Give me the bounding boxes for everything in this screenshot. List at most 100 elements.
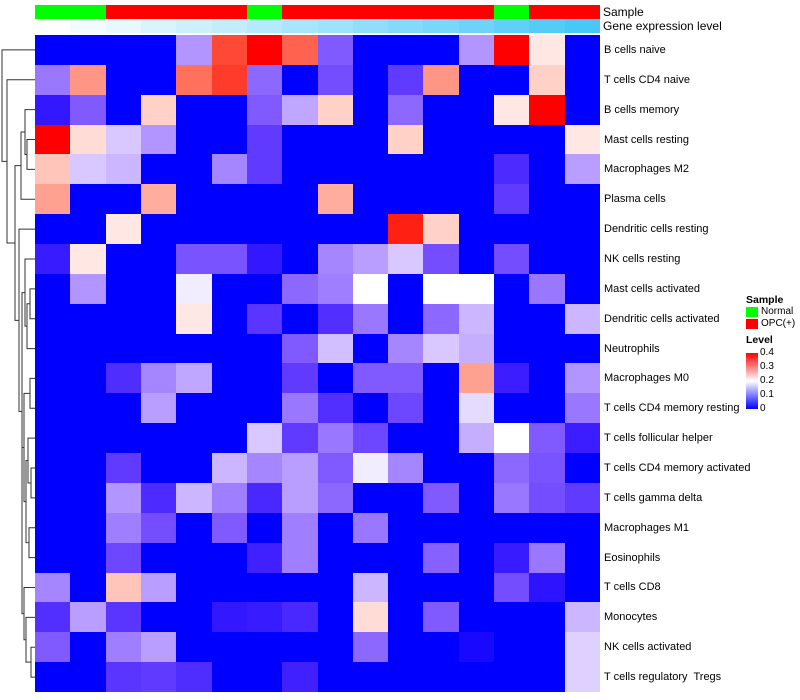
heatmap-cell (70, 154, 106, 185)
heatmap-cell (388, 542, 424, 573)
heatmap-cell (282, 662, 318, 692)
row-label: Eosinophils (604, 551, 661, 564)
heatmap-cell (423, 423, 459, 454)
gene-expression-annotation-cell (176, 19, 212, 33)
heatmap-cell (70, 273, 106, 304)
heatmap-cell (564, 303, 600, 334)
row-dendrogram (1, 49, 36, 678)
heatmap-cell (105, 482, 141, 513)
heatmap-cell (529, 662, 565, 692)
gene-expression-annotation-cell (423, 19, 459, 33)
heatmap-cell (176, 602, 212, 633)
heatmap-cell (282, 35, 318, 65)
heatmap-cell (564, 273, 600, 304)
heatmap-cell (35, 184, 71, 215)
heatmap-cell (388, 124, 424, 155)
heatmap-cell (105, 393, 141, 424)
heatmap-cell (105, 602, 141, 633)
heatmap-cell (70, 512, 106, 543)
heatmap-cell (529, 453, 565, 483)
heatmap-cell (564, 542, 600, 573)
heatmap-cell (564, 572, 600, 603)
heatmap-cell (70, 303, 106, 334)
heatmap-cell (105, 244, 141, 274)
heatmap-cell (388, 333, 424, 364)
heatmap-cell (423, 124, 459, 155)
heatmap-cell (494, 542, 530, 573)
heatmap-cell (140, 273, 177, 304)
heatmap-grid (35, 35, 600, 692)
heatmap-cell (352, 124, 389, 155)
heatmap-cell (352, 572, 389, 603)
sample-annotation-cell (211, 5, 247, 19)
heatmap-cell (211, 303, 247, 334)
row-label: Macrophages M2 (604, 163, 689, 176)
row-label: NK cells activated (604, 641, 692, 654)
heatmap-cell (246, 602, 283, 633)
heatmap-cell (494, 214, 530, 245)
heatmap-cell (388, 423, 424, 454)
heatmap-cell (564, 632, 600, 663)
sample-annotation-cell (317, 5, 353, 19)
heatmap-cell (140, 482, 177, 513)
row-label: Mast cells activated (604, 282, 700, 295)
heatmap-cell (388, 602, 424, 633)
heatmap-cell (176, 35, 212, 65)
sample-annotation-bar (35, 5, 600, 19)
heatmap-cell (317, 542, 353, 573)
sample-legend-item: Normal (746, 306, 795, 318)
row-label: T cells follicular helper (604, 432, 713, 445)
heatmap-cell (246, 273, 283, 304)
heatmap-cell (423, 64, 459, 95)
heatmap-cell (423, 482, 459, 513)
sample-legend-title: Sample (746, 294, 784, 306)
row-label: Monocytes (604, 611, 658, 624)
heatmap-cell (529, 244, 565, 274)
heatmap-cell (388, 662, 424, 692)
heatmap-cell (423, 273, 459, 304)
sample-annotation-cell (564, 5, 600, 19)
heatmap-cell (388, 572, 424, 603)
heatmap-cell (70, 572, 106, 603)
heatmap-cell (282, 482, 318, 513)
heatmap-cell (105, 64, 141, 95)
row-label: T cells CD8 (604, 581, 661, 594)
heatmap-cell (564, 363, 600, 394)
heatmap-cell (352, 303, 389, 334)
heatmap-cell (246, 154, 283, 185)
heatmap-cell (529, 482, 565, 513)
level-tick-label: 0.4 (760, 347, 774, 358)
heatmap-cell (388, 154, 424, 185)
heatmap-cell (564, 482, 600, 513)
heatmap-cell (423, 363, 459, 394)
row-label: B cells naive (604, 43, 666, 56)
heatmap-cell (529, 333, 565, 364)
heatmap-cell (105, 662, 141, 692)
heatmap-cell (494, 303, 530, 334)
heatmap-cell (246, 512, 283, 543)
heatmap-cell (211, 184, 247, 215)
heatmap-cell (352, 363, 389, 394)
heatmap-cell (176, 423, 212, 454)
sample-annotation-cell (388, 5, 424, 19)
heatmap-cell (494, 632, 530, 663)
heatmap-cell (282, 184, 318, 215)
heatmap-cell (140, 423, 177, 454)
heatmap-cell (388, 363, 424, 394)
gene-expression-annotation-cell (70, 19, 106, 33)
heatmap-cell (105, 35, 141, 65)
heatmap-cell (529, 602, 565, 633)
heatmap-cell (140, 542, 177, 573)
heatmap-cell (70, 662, 106, 692)
heatmap-cell (423, 393, 459, 424)
heatmap-cell (35, 662, 71, 692)
sample-annotation-cell (282, 5, 318, 19)
heatmap-cell (317, 662, 353, 692)
sample-annotation-cell (458, 5, 495, 19)
heatmap-cell (317, 273, 353, 304)
heatmap-cell (282, 393, 318, 424)
heatmap-cell (105, 273, 141, 304)
row-label: B cells memory (604, 103, 680, 116)
row-label: T cells CD4 naive (604, 73, 690, 86)
heatmap-cell (105, 154, 141, 185)
